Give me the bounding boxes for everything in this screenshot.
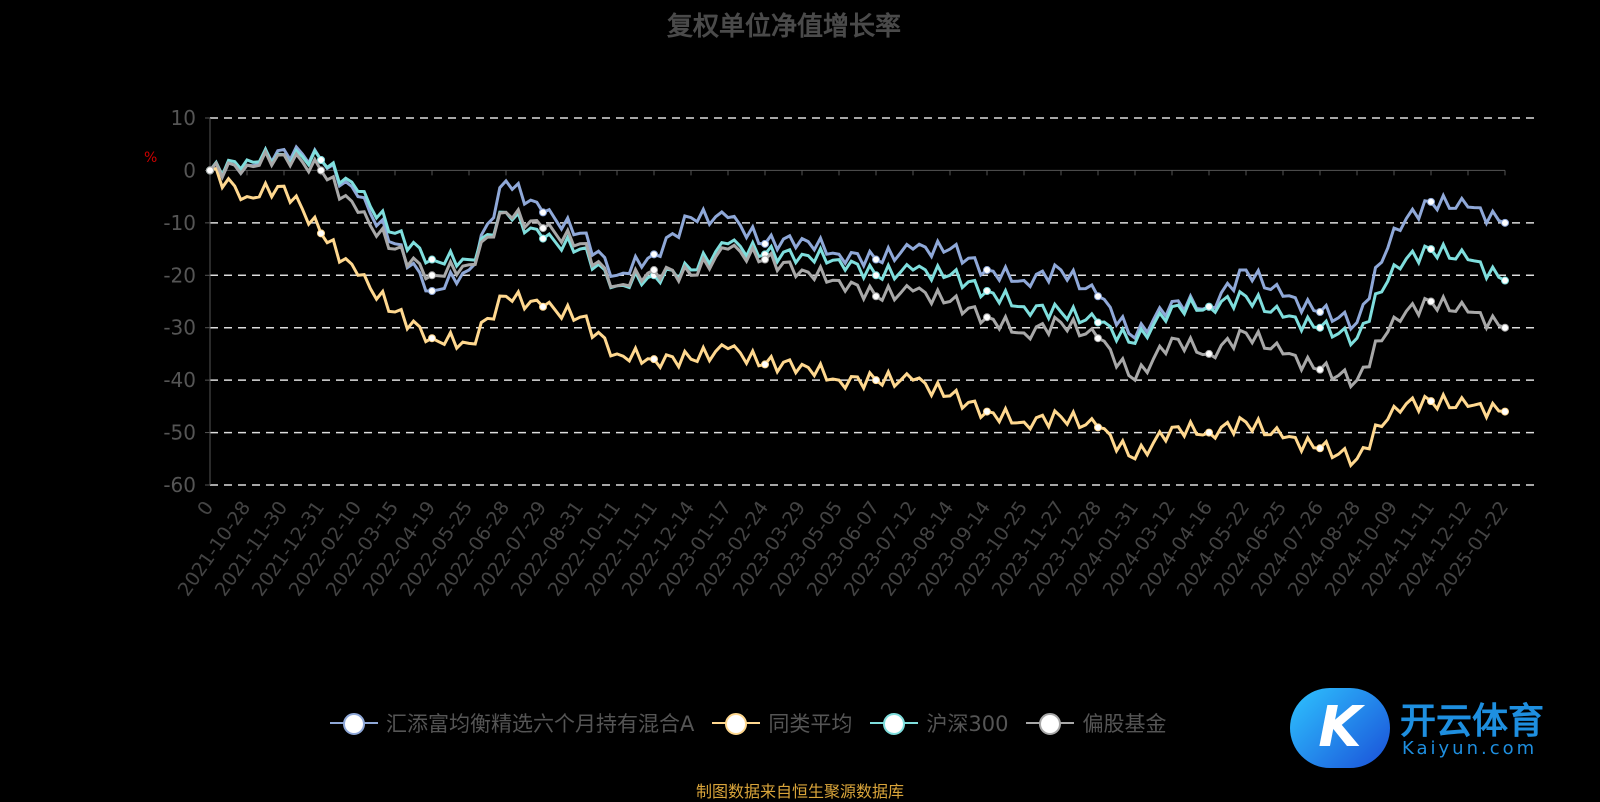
data-point xyxy=(650,355,658,364)
series-line xyxy=(209,166,1506,469)
data-point xyxy=(428,271,436,280)
series-line xyxy=(208,145,1506,348)
data-point xyxy=(1501,407,1509,416)
data-point xyxy=(1205,428,1213,437)
y-tick-label: -10 xyxy=(163,211,196,235)
y-tick-label: -20 xyxy=(163,263,196,287)
data-point xyxy=(1316,323,1324,332)
data-point xyxy=(317,229,325,238)
y-tick-label: 10 xyxy=(171,106,196,130)
data-source-note: 制图数据来自恒生聚源数据库 xyxy=(695,782,904,801)
data-point xyxy=(1501,218,1509,227)
y-tick-label: -30 xyxy=(163,316,196,340)
data-point xyxy=(872,292,880,301)
data-point xyxy=(1205,349,1213,358)
data-point xyxy=(1427,397,1435,406)
data-point xyxy=(1316,444,1324,453)
data-point xyxy=(317,166,325,175)
series-line xyxy=(208,148,1506,390)
chart-title: 复权单位净值增长率 xyxy=(666,12,901,42)
y-axis-unit: % xyxy=(144,150,158,166)
data-point xyxy=(539,302,547,311)
data-point xyxy=(761,239,769,248)
y-tick-label: 0 xyxy=(183,158,196,182)
data-point xyxy=(1427,297,1435,306)
legend-marker-icon xyxy=(1026,713,1075,735)
legend-marker-icon xyxy=(330,713,378,735)
data-point xyxy=(539,234,547,243)
data-point xyxy=(428,287,436,296)
data-point xyxy=(428,334,436,343)
data-point xyxy=(761,360,769,369)
y-tick-label: -40 xyxy=(163,368,196,392)
legend-label: 偏股基金 xyxy=(1082,712,1167,736)
watermark-logo: K 开云体育 Kaiyun.com xyxy=(1290,688,1560,768)
data-point xyxy=(872,271,880,280)
data-point xyxy=(983,266,991,275)
legend-item[interactable]: 汇添富均衡精选六个月持有混合A xyxy=(330,708,694,738)
legend-item[interactable]: 同类平均 xyxy=(712,708,852,738)
legend-item[interactable]: 偏股基金 xyxy=(1026,708,1166,738)
data-point xyxy=(539,208,547,217)
data-point xyxy=(1316,365,1324,374)
data-point xyxy=(1205,302,1213,311)
watermark-cn: 开云体育 xyxy=(1400,701,1545,742)
data-point xyxy=(1094,334,1102,343)
data-point xyxy=(872,376,880,385)
legend-item[interactable]: 沪深300 xyxy=(870,708,1008,738)
watermark-en: Kaiyun.com xyxy=(1402,738,1538,759)
legend-label: 汇添富均衡精选六个月持有混合A xyxy=(386,712,695,736)
kaiyun-logo-icon: K xyxy=(1290,688,1390,768)
data-point xyxy=(872,255,880,264)
data-point xyxy=(1501,276,1509,285)
data-point xyxy=(1316,307,1324,316)
series-line xyxy=(208,144,1506,341)
data-point xyxy=(983,313,991,322)
data-point xyxy=(1427,197,1435,206)
data-point xyxy=(539,224,547,233)
y-tick-label: -50 xyxy=(163,421,196,445)
data-point xyxy=(1427,245,1435,254)
legend-marker-icon xyxy=(712,713,761,735)
data-point xyxy=(1501,323,1509,332)
x-tick-label: 0 xyxy=(193,497,218,520)
data-point xyxy=(983,287,991,296)
data-point xyxy=(1094,292,1102,301)
data-point xyxy=(1094,318,1102,327)
legend-label: 同类平均 xyxy=(768,712,853,736)
data-point xyxy=(650,250,658,259)
data-point xyxy=(983,407,991,416)
data-point xyxy=(206,166,214,175)
legend-marker-icon xyxy=(870,713,919,735)
legend: 汇添富均衡精选六个月持有混合A 同类平均 沪深300 偏股基金 xyxy=(330,708,1166,738)
data-point xyxy=(428,255,436,264)
legend-label: 沪深300 xyxy=(926,712,1009,736)
data-point xyxy=(761,255,769,264)
data-point xyxy=(650,266,658,275)
data-point xyxy=(1094,423,1102,432)
y-tick-label: -60 xyxy=(163,473,196,497)
data-point xyxy=(317,155,325,164)
